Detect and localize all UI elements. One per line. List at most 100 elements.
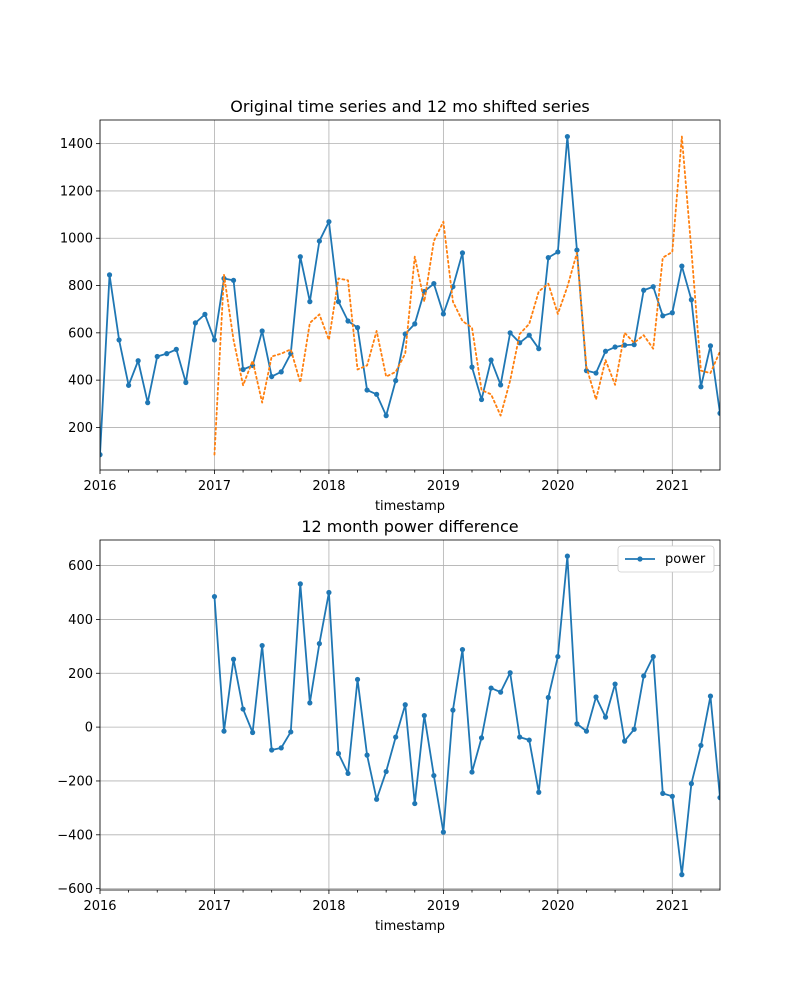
data-point: [593, 694, 599, 700]
x-axis-label: timestamp: [375, 919, 445, 934]
y-tick-label: 400: [68, 613, 93, 628]
data-point: [202, 311, 208, 317]
x-tick-label: 2020: [541, 479, 574, 494]
data-point: [450, 707, 456, 713]
data-point: [478, 735, 485, 741]
data-point: [517, 734, 523, 740]
data-point: [164, 351, 170, 357]
data-point: [707, 343, 714, 349]
data-point: [297, 254, 303, 260]
data-point: [269, 373, 275, 380]
data-point: [383, 768, 389, 775]
data-point: [354, 325, 361, 331]
data-point: [240, 706, 246, 712]
x-tick-label: 2021: [656, 899, 689, 914]
plot-frame: [99, 119, 721, 471]
data-point: [345, 770, 351, 777]
data-point: [431, 772, 437, 779]
data-point: [316, 238, 322, 244]
legend-box: [617, 545, 715, 573]
data-point: [469, 364, 475, 370]
data-point: [631, 342, 637, 348]
data-point: [698, 384, 704, 390]
data-point: [316, 641, 322, 647]
data-point: [564, 553, 570, 559]
data-point: [269, 747, 275, 753]
x-axis-label: timestamp: [375, 499, 445, 514]
series-line-1: [213, 135, 720, 456]
data-point: [498, 689, 504, 695]
series-group: [211, 553, 720, 878]
legend-label-power: power: [665, 552, 706, 567]
data-point: [717, 795, 720, 801]
y-tick-label: −200: [57, 774, 93, 789]
data-point: [297, 581, 303, 587]
data-point: [555, 249, 561, 255]
data-point: [440, 829, 446, 835]
data-point: [278, 369, 284, 375]
data-point: [707, 693, 714, 699]
data-point: [326, 219, 332, 225]
data-point: [173, 346, 179, 352]
data-point: [679, 263, 685, 269]
data-point: [688, 297, 694, 303]
x-tick-label: 2019: [427, 479, 460, 494]
data-point: [211, 593, 218, 600]
data-point: [374, 391, 380, 397]
y-tick-label: 400: [68, 374, 93, 389]
data-point: [335, 750, 342, 757]
y-tick-label: 600: [68, 326, 93, 341]
data-point: [211, 337, 218, 343]
data-point: [307, 299, 313, 305]
data-point: [412, 321, 418, 327]
data-point: [669, 310, 675, 316]
data-point: [421, 712, 427, 719]
x-tick-label: 2019: [427, 899, 460, 914]
axes-ticks: −600 −400 −200 0 200 400 600 2016 2017 2018 2019 20…: [57, 559, 702, 914]
data-point: [622, 342, 628, 348]
y-tick-label: 600: [68, 559, 93, 574]
data-point: [288, 729, 294, 735]
y-tick-label: 1200: [60, 184, 93, 199]
data-point: [507, 330, 513, 336]
chart-title: 12 month power difference: [301, 517, 518, 536]
gridlines: [99, 540, 720, 890]
series-group: [100, 133, 720, 458]
data-point: [498, 382, 504, 388]
y-tick-label: 1000: [60, 232, 93, 247]
data-point: [221, 728, 227, 734]
data-point: [669, 793, 675, 799]
data-point: [100, 452, 103, 458]
data-point: [116, 337, 122, 343]
data-point: [192, 320, 198, 326]
data-point: [507, 670, 513, 676]
legend: power: [617, 545, 715, 573]
data-point: [650, 284, 656, 290]
data-point: [345, 318, 351, 324]
data-point: [230, 656, 237, 662]
y-tick-label: 800: [68, 279, 93, 294]
data-point: [526, 737, 532, 743]
x-tick-label: 2020: [541, 899, 574, 914]
data-point: [402, 702, 408, 708]
chart-title: Original time series and 12 mo shifted s…: [230, 97, 590, 116]
data-point: [688, 781, 694, 787]
data-point: [679, 872, 685, 878]
x-tick-label: 2017: [198, 479, 231, 494]
data-point: [183, 379, 189, 386]
data-point: [431, 281, 437, 287]
data-point: [307, 700, 313, 706]
data-point: [602, 348, 609, 354]
data-point: [574, 247, 580, 253]
data-point: [698, 742, 704, 749]
y-tick-label: 0: [85, 721, 93, 736]
plot-frame: [99, 539, 721, 891]
data-point: [364, 387, 370, 393]
data-point: [440, 311, 446, 317]
data-point: [393, 378, 399, 384]
data-point: [622, 738, 628, 744]
data-point: [536, 789, 542, 795]
data-point: [602, 714, 609, 720]
data-point: [459, 646, 466, 653]
